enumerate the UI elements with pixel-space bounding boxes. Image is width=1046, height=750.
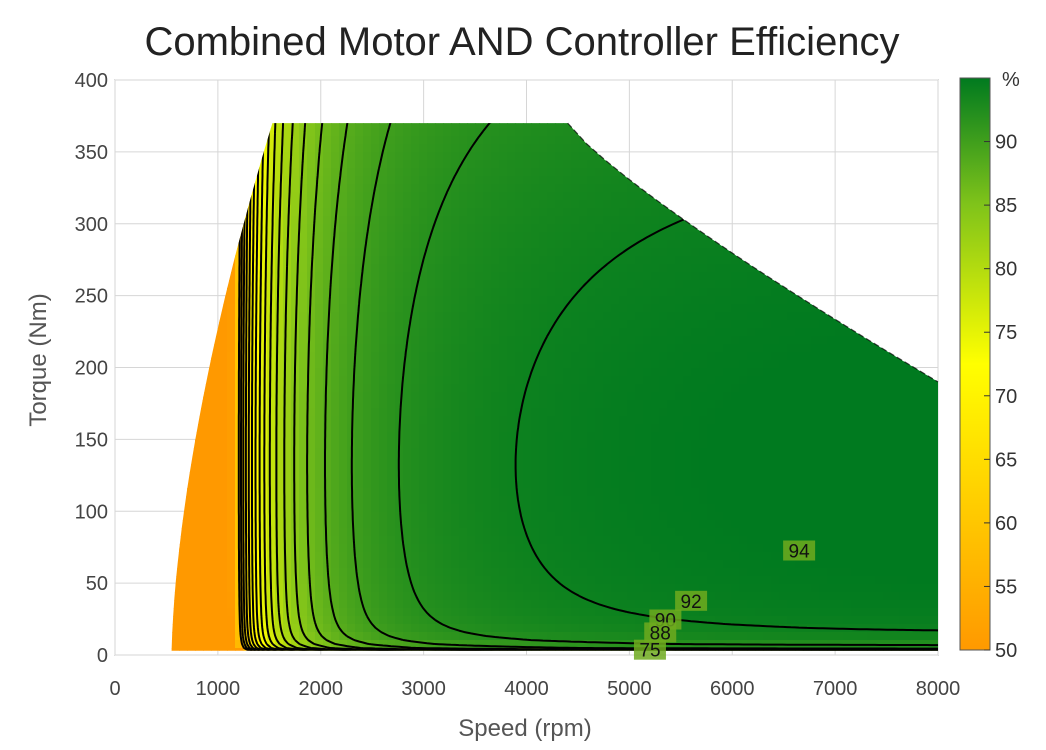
contour-line-90 — [350, 123, 939, 650]
y-axis-ticks: 0 50 100 150 200 250 300 350 400 — [75, 70, 108, 667]
contour-line-80 — [275, 123, 939, 651]
contour-line-72 — [254, 123, 939, 651]
contour-line-70 — [251, 123, 939, 651]
y-tick-label: 250 — [75, 286, 108, 308]
y-tick-label: 100 — [75, 501, 108, 523]
x-tick-label: 6000 — [710, 678, 755, 700]
chart-title: Combined Motor AND Controller Efficiency — [144, 20, 899, 64]
contour-label-bg — [644, 622, 677, 643]
contour-line-84 — [293, 123, 939, 651]
contour-label: 88 — [650, 623, 671, 644]
contour-line-78 — [268, 123, 939, 651]
x-tick-label: 4000 — [504, 678, 549, 700]
y-tick-label: 400 — [75, 70, 108, 92]
x-tick-label: 2000 — [299, 678, 344, 700]
contour-label: 92 — [681, 592, 702, 613]
contour-line-64 — [242, 123, 939, 651]
contour-label-bg — [783, 540, 816, 561]
contour-label: 75 — [639, 641, 660, 662]
x-tick-label: 5000 — [607, 678, 652, 700]
contour-line-76 — [263, 123, 939, 651]
colorbar-tick-label: 70 — [995, 386, 1017, 408]
y-tick-label: 350 — [75, 142, 108, 164]
y-tick-label: 300 — [75, 214, 108, 236]
colorbar-tick-label: 90 — [995, 132, 1017, 154]
y-tick-label: 200 — [75, 358, 108, 380]
colorbar-ticks: 50 55 60 65 70 75 80 85 90 — [984, 132, 1017, 662]
x-tick-label: 8000 — [916, 678, 961, 700]
y-axis-label: Torque (Nm) — [25, 293, 52, 426]
colorbar-tick-label: 80 — [995, 259, 1017, 281]
x-axis-ticks: 0 1000 2000 3000 4000 5000 6000 7000 8000 — [109, 678, 960, 700]
x-tick-label: 0 — [109, 678, 120, 700]
operating-envelope — [567, 122, 939, 383]
contour-line-82 — [283, 123, 939, 651]
colorbar-tick-label: 85 — [995, 195, 1017, 217]
colorbar-tick-label: 60 — [995, 513, 1017, 535]
contour-line-66 — [244, 123, 939, 651]
contour-label-bg — [633, 639, 666, 660]
y-tick-label: 50 — [86, 573, 108, 595]
x-tick-label: 1000 — [196, 678, 241, 700]
colorbar-tick-label: 75 — [995, 322, 1017, 344]
contour-label: 94 — [789, 542, 811, 563]
colorbar-tick-label: 55 — [995, 576, 1017, 598]
y-tick-label: 0 — [97, 645, 108, 667]
x-axis-label: Speed (rpm) — [458, 715, 591, 742]
y-tick-label: 150 — [75, 429, 108, 451]
contour-label-bg — [675, 590, 708, 611]
contour-line-88 — [324, 123, 939, 651]
x-tick-label: 3000 — [401, 678, 446, 700]
colorbar — [959, 77, 991, 651]
contour-line-68 — [247, 123, 939, 651]
colorbar-tick-label: 50 — [995, 640, 1017, 662]
contour-line-86 — [306, 123, 939, 651]
contour-line-74 — [258, 123, 939, 651]
colorbar-tick-label: 65 — [995, 449, 1017, 471]
colorbar-unit-label: % — [1002, 69, 1020, 91]
x-tick-label: 7000 — [813, 678, 858, 700]
